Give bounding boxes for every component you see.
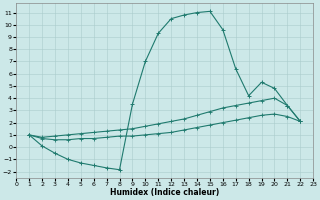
X-axis label: Humidex (Indice chaleur): Humidex (Indice chaleur) <box>110 188 219 197</box>
